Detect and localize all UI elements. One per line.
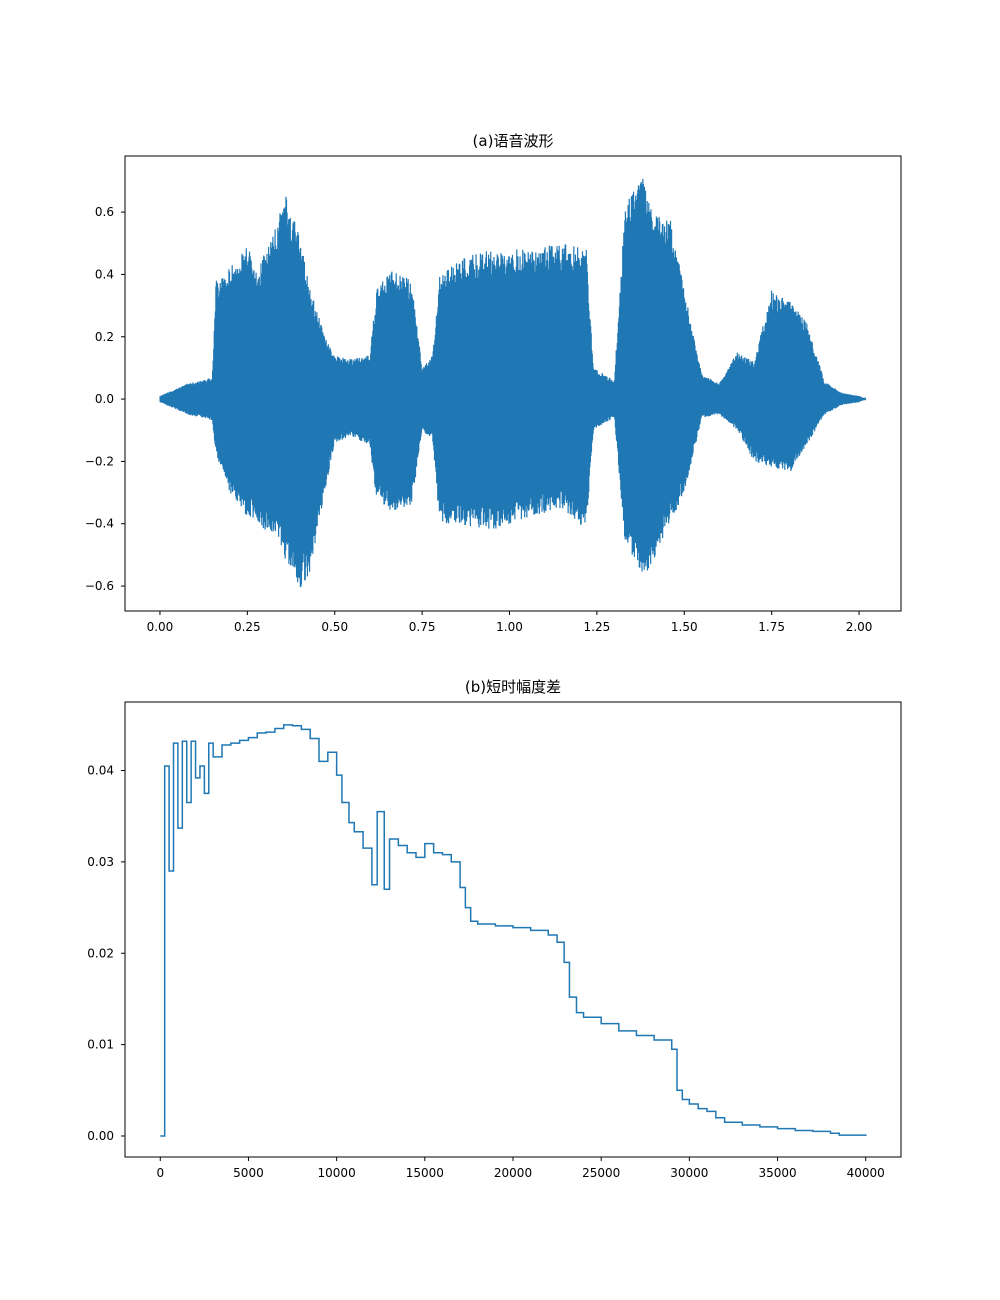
waveform-x-tick-label: 1.25 (584, 620, 611, 634)
amdf-chart-title: (b)短时幅度差 (465, 678, 561, 696)
amdf-x-tick-label: 35000 (758, 1166, 796, 1180)
amdf-x-tick-label: 10000 (318, 1166, 356, 1180)
waveform-y-tick-label: 0.6 (95, 205, 114, 219)
waveform-plot-area (159, 178, 867, 588)
waveform-x-axis: 0.00 0.25 0.50 0.75 1.00 1.25 1.50 1.75 2.00 (147, 611, 873, 634)
amdf-x-tick-label: 0 (156, 1166, 164, 1180)
amdf-plot-area (160, 724, 867, 1137)
amdf-x-tick-label: 15000 (406, 1166, 444, 1180)
waveform-y-tick-label: −0.2 (85, 454, 114, 468)
waveform-chart-title: (a)语音波形 (473, 132, 554, 150)
waveform-x-tick-label: 0.75 (409, 620, 436, 634)
amdf-x-tick-label: 25000 (582, 1166, 620, 1180)
amdf-x-tick-label: 20000 (494, 1166, 532, 1180)
waveform-chart: (a)语音波形 0.00 0.25 0.50 0.75 1.00 1.25 1.50 1.75… (85, 132, 902, 634)
waveform-x-tick-label: 0.25 (234, 620, 261, 634)
amdf-y-tick-label: 0.01 (87, 1038, 114, 1052)
waveform-y-tick-label: 0.2 (95, 330, 114, 344)
waveform-x-tick-label: 1.00 (496, 620, 523, 634)
amdf-x-tick-label: 40000 (847, 1166, 885, 1180)
waveform-x-tick-label: 0.50 (321, 620, 348, 634)
amdf-axes-frame (124, 701, 902, 1158)
waveform-x-tick-label: 0.00 (147, 620, 174, 634)
waveform-series-line (159, 178, 867, 588)
waveform-y-tick-label: 0.4 (95, 267, 114, 281)
waveform-y-tick-label: −0.6 (85, 579, 114, 593)
amdf-y-tick-label: 0.00 (87, 1129, 114, 1143)
waveform-x-tick-label: 1.75 (758, 620, 785, 634)
amdf-x-axis: 0 5000 10000 15000 20000 25000 30000 35000 40000 (156, 1157, 885, 1180)
waveform-x-tick-label: 1.50 (671, 620, 698, 634)
amdf-y-axis: 0.00 0.01 0.02 0.03 0.04 (87, 764, 125, 1143)
amdf-x-tick-label: 5000 (233, 1166, 264, 1180)
waveform-axes-frame (124, 155, 902, 612)
amdf-series-line (160, 724, 867, 1137)
amdf-x-tick-label: 30000 (670, 1166, 708, 1180)
waveform-y-tick-label: −0.4 (85, 517, 114, 531)
waveform-y-tick-label: 0.0 (95, 392, 114, 406)
waveform-x-tick-label: 2.00 (846, 620, 873, 634)
amdf-y-tick-label: 0.04 (87, 764, 114, 778)
amdf-y-tick-label: 0.03 (87, 855, 114, 869)
waveform-y-axis: −0.6 −0.4 −0.2 0.0 0.2 0.4 0.6 (85, 205, 125, 593)
amdf-chart: (b)短时幅度差 0 5000 10000 15000 20000 25000 30000 3… (87, 678, 902, 1180)
amdf-y-tick-label: 0.02 (87, 946, 114, 960)
